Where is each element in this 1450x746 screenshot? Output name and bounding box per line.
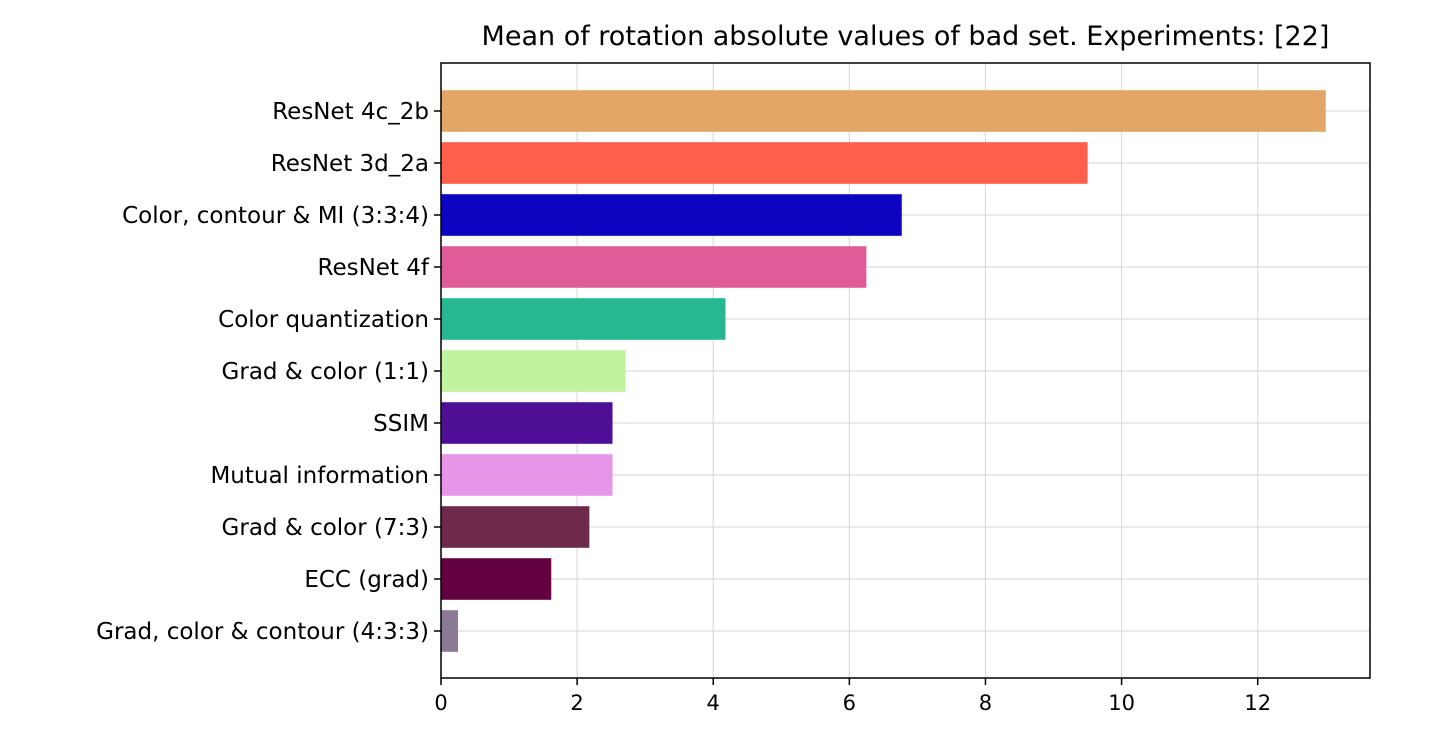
category-label: ECC (grad) <box>304 567 429 593</box>
axes: 0 2 4 6 8 10 12 ResNet 4c_2b ResNet 3d_2a Color, … <box>96 99 1271 715</box>
category-label: ResNet 4c_2b <box>272 99 429 125</box>
x-tick-label: 10 <box>1108 691 1135 715</box>
category-label: ResNet 3d_2a <box>271 151 429 177</box>
bars <box>441 90 1326 652</box>
category-label: Mutual information <box>210 463 429 489</box>
x-tick-label: 0 <box>434 691 447 715</box>
bar <box>441 350 626 392</box>
x-tick-label: 2 <box>570 691 583 715</box>
chart-title: Mean of rotation absolute values of bad … <box>482 21 1330 52</box>
x-tick-label: 6 <box>843 691 856 715</box>
bar <box>441 298 726 340</box>
category-label: Grad & color (1:1) <box>222 359 429 385</box>
bar <box>441 506 590 548</box>
bar <box>441 194 902 236</box>
category-label: SSIM <box>373 411 429 437</box>
bar <box>441 142 1088 184</box>
x-tick-label: 8 <box>979 691 992 715</box>
bar <box>441 402 613 444</box>
category-label: Grad & color (7:3) <box>222 515 429 541</box>
category-label: Color quantization <box>218 307 429 333</box>
x-tick-label: 12 <box>1244 691 1271 715</box>
bar <box>441 558 552 600</box>
bar <box>441 454 613 496</box>
bar <box>441 610 459 652</box>
category-label: Color, contour & MI (3:3:4) <box>122 203 429 229</box>
bar <box>441 90 1326 132</box>
x-tick-label: 4 <box>707 691 720 715</box>
category-label: ResNet 4f <box>318 255 430 281</box>
bar <box>441 246 867 288</box>
category-label: Grad, color & contour (4:3:3) <box>96 619 429 645</box>
